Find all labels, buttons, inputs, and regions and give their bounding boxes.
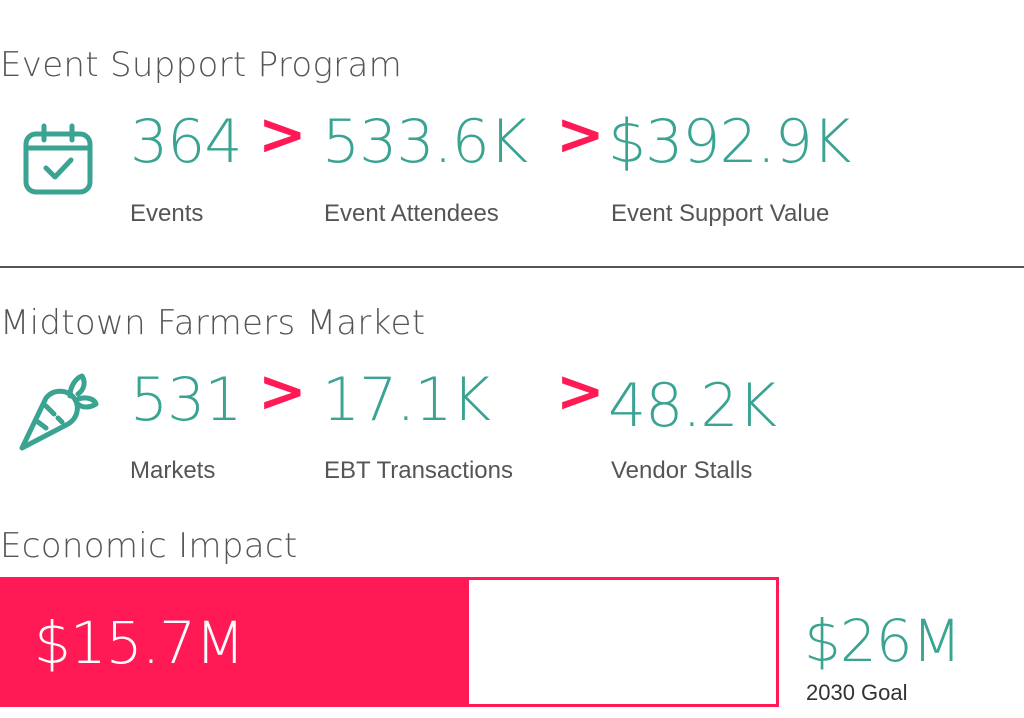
goal-value: $26M xyxy=(804,607,962,675)
calendar-check-icon xyxy=(23,123,93,195)
current-impact-value: $15.7M xyxy=(34,609,245,677)
events-label: Events xyxy=(130,200,204,227)
markets-value: 531 xyxy=(130,365,243,435)
event-attendees-label: Event Attendees xyxy=(324,200,499,227)
section-divider xyxy=(0,266,1024,268)
ebt-transactions-label: EBT Transactions xyxy=(324,457,513,484)
event-support-value-label: Event Support Value xyxy=(611,200,830,227)
economic-impact-progress-bar xyxy=(0,577,779,707)
events-value: 364 xyxy=(130,107,243,177)
ebt-transactions-value: 17.1K xyxy=(322,365,491,435)
farmers-market-title: Midtown Farmers Market xyxy=(0,303,426,343)
vendor-stalls-value: 48.2K xyxy=(608,371,777,441)
event-support-value-value: $392.9K xyxy=(608,107,851,177)
progress-fill xyxy=(0,580,469,704)
chevron-separator: > xyxy=(258,357,307,425)
event-attendees-value: 533.6K xyxy=(322,107,528,177)
economic-impact-title: Economic Impact xyxy=(0,526,298,566)
event-support-title: Event Support Program xyxy=(0,45,402,85)
markets-label: Markets xyxy=(130,457,216,484)
chevron-separator: > xyxy=(258,100,307,168)
goal-label: 2030 Goal xyxy=(806,680,908,705)
carrot-icon xyxy=(19,373,99,451)
chevron-separator: > xyxy=(556,100,605,168)
vendor-stalls-label: Vendor Stalls xyxy=(611,457,753,484)
chevron-separator: > xyxy=(556,357,605,425)
